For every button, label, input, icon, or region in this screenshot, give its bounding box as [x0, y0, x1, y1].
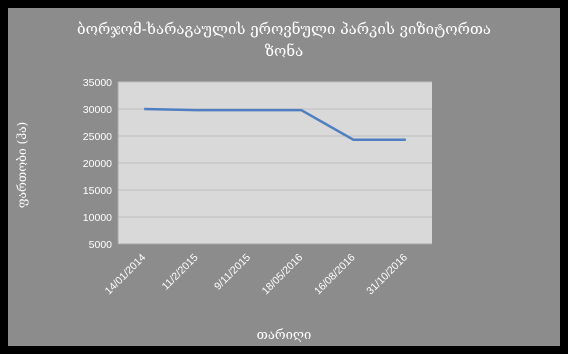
chart-title-line-2: ზონა [264, 42, 304, 60]
series-line [144, 107, 406, 142]
x-tick-label-5: 31/10/2016 [364, 252, 410, 298]
y-tick-label-10000: 10000 [83, 212, 112, 224]
chart-title: ბორჯომ-ხარაგაულის ეროვნული პარკის ვიზიტო… [0, 18, 568, 62]
y-tick-label-5000: 5000 [89, 239, 113, 251]
y-tick-label-15000: 15000 [83, 185, 112, 197]
x-tick-label-3: 18/05/2016 [260, 252, 306, 298]
x-tick-label-0: 14/01/2014 [103, 252, 149, 298]
y-tick-label-20000: 20000 [83, 158, 112, 170]
x-tick-label-4: 16/08/2016 [312, 252, 358, 298]
x-axis-label: თარიღი [256, 328, 312, 343]
chart-title-line-1: ბორჯომ-ხარაგაულის ეროვნული პარკის ვიზიტო… [77, 20, 491, 38]
y-tick-label-25000: 25000 [83, 131, 112, 143]
y-tick-label-30000: 30000 [83, 104, 112, 116]
y-tick-label-35000: 35000 [83, 77, 112, 89]
x-tick-label-2: 9/11/2015 [212, 252, 253, 293]
x-tick-label-1: 11/2/2015 [160, 252, 201, 293]
y-axis-label: ფართობი (ჰა) [15, 121, 29, 209]
